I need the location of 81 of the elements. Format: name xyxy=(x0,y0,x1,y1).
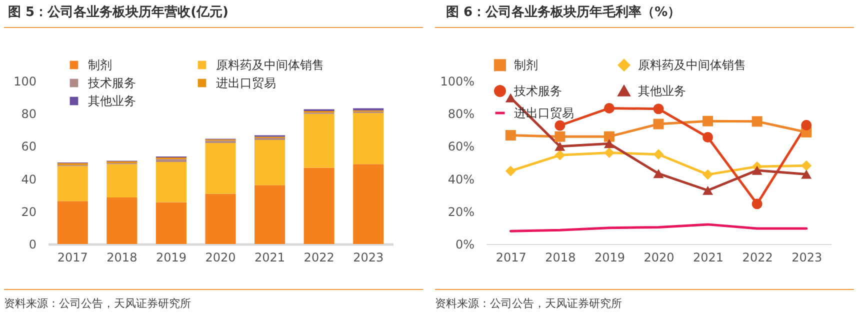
legend-label: 进出口贸易 xyxy=(514,106,574,120)
point xyxy=(801,170,812,179)
bar xyxy=(57,201,88,244)
y-tick-label: 20% xyxy=(448,204,474,219)
bar xyxy=(156,159,186,162)
x-tick-label: 2020 xyxy=(644,250,674,264)
x-tick-label: 2020 xyxy=(205,250,236,264)
y-tick-label: 80% xyxy=(448,107,474,122)
y-tick-label: 60 xyxy=(21,140,36,154)
point xyxy=(653,118,664,130)
point xyxy=(505,130,516,141)
point xyxy=(653,149,664,160)
y-tick-label: 60% xyxy=(448,140,474,154)
point xyxy=(554,150,566,160)
chart-title: 图 6：公司各业务板块历年毛利率（%） xyxy=(446,4,681,20)
point xyxy=(702,132,714,142)
y-tick-label: 100 xyxy=(14,74,36,88)
bar xyxy=(304,114,334,168)
bar xyxy=(254,140,286,186)
point xyxy=(653,169,664,178)
x-tick-label: 2021 xyxy=(693,250,724,264)
text: 资料来源：公司公告，天风证券研究所 xyxy=(4,289,423,311)
x-tick-label: 2021 xyxy=(254,250,286,264)
bar xyxy=(156,162,186,202)
bar xyxy=(304,168,334,244)
bar xyxy=(57,166,88,202)
bar xyxy=(205,142,236,194)
legend-label: 原料药及中间体销售 xyxy=(638,58,746,72)
y-tick-label: 0% xyxy=(455,238,474,252)
x-tick-label: 2019 xyxy=(594,250,625,264)
bar xyxy=(353,164,384,244)
bar xyxy=(205,194,236,244)
bar xyxy=(106,164,138,198)
bar xyxy=(254,185,286,244)
legend-label: 制剂 xyxy=(88,58,112,72)
point xyxy=(702,186,714,195)
point xyxy=(702,116,714,126)
point xyxy=(702,169,714,180)
x-tick-label: 2017 xyxy=(496,250,526,264)
chart-title: 图 5：公司各业务板块历年营收(亿元) xyxy=(8,4,228,20)
legend-label: 其他业务 xyxy=(88,94,136,108)
point xyxy=(604,147,614,158)
point xyxy=(653,104,664,114)
point xyxy=(604,139,614,148)
point xyxy=(604,131,614,142)
point xyxy=(752,166,762,175)
x-tick-label: 2018 xyxy=(545,250,576,264)
point xyxy=(752,198,762,210)
bar xyxy=(156,202,186,244)
point xyxy=(604,102,614,114)
legend-label: 技术服务 xyxy=(87,76,136,90)
point xyxy=(554,142,566,151)
y-tick-label: 0 xyxy=(28,238,36,252)
y-tick-label: 40 xyxy=(21,172,36,186)
point xyxy=(505,166,516,176)
x-tick-label: 2023 xyxy=(792,250,822,264)
y-tick-label: 100% xyxy=(440,74,474,88)
x-tick-label: 2022 xyxy=(304,250,334,264)
point xyxy=(801,160,812,171)
x-tick-label: 2017 xyxy=(57,250,88,264)
x-tick-label: 2018 xyxy=(106,250,138,264)
point xyxy=(554,131,566,142)
y-tick-label: 40% xyxy=(448,172,474,186)
point xyxy=(752,116,762,127)
text: 资料来源：公司公告，天风证券研究所 xyxy=(435,289,854,311)
legend-label: 技术服务 xyxy=(513,84,562,98)
x-tick-label: 2019 xyxy=(156,250,186,264)
legend-label: 原料药及中间体销售 xyxy=(216,58,324,72)
legend-label: 制剂 xyxy=(514,58,538,72)
point xyxy=(554,120,566,131)
bar xyxy=(106,198,138,244)
point xyxy=(505,93,516,102)
legend-label: 进出口贸易 xyxy=(216,76,276,90)
legend-label: 其他业务 xyxy=(638,84,686,98)
bar xyxy=(353,112,384,164)
y-tick-label: 80 xyxy=(21,107,36,122)
x-tick-label: 2023 xyxy=(353,250,384,264)
y-tick-label: 20 xyxy=(21,204,36,219)
x-tick-label: 2022 xyxy=(742,250,773,264)
line-series xyxy=(509,223,808,232)
point xyxy=(801,120,812,130)
